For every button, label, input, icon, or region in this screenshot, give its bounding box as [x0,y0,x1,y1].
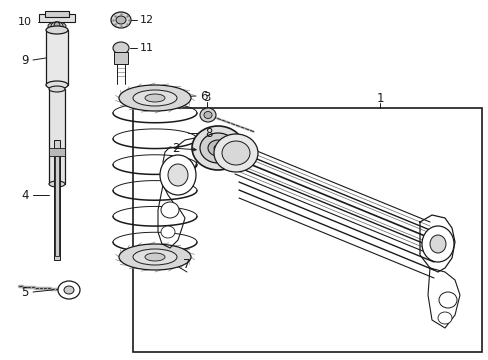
Ellipse shape [49,181,65,187]
Ellipse shape [133,90,177,106]
Ellipse shape [222,141,249,165]
Ellipse shape [51,22,63,30]
Bar [114,52,128,64]
Bar [46,30,68,85]
Ellipse shape [64,286,74,294]
Ellipse shape [161,226,175,238]
Ellipse shape [429,235,445,253]
Ellipse shape [192,126,244,170]
Ellipse shape [145,253,164,261]
Text: 7: 7 [183,258,190,271]
Text: 12: 12 [140,15,154,25]
Ellipse shape [49,86,65,92]
Ellipse shape [116,16,126,24]
Bar [54,140,60,260]
Ellipse shape [113,42,129,54]
Bar [133,108,481,352]
Bar [49,148,65,156]
Ellipse shape [160,155,196,195]
Text: 5: 5 [21,285,29,298]
Ellipse shape [437,312,451,324]
Text: 8: 8 [204,126,212,140]
Ellipse shape [111,12,131,28]
Bar [39,14,75,22]
Polygon shape [163,138,200,192]
Text: 2: 2 [172,141,179,154]
Ellipse shape [207,140,227,156]
Ellipse shape [54,22,60,30]
Text: 3: 3 [203,90,210,104]
Ellipse shape [200,133,236,163]
Text: 11: 11 [140,43,154,53]
Bar [45,11,69,17]
Bar [49,89,65,184]
Ellipse shape [214,145,222,151]
Ellipse shape [203,112,212,118]
Text: 6: 6 [200,90,207,103]
Ellipse shape [46,81,68,89]
Ellipse shape [214,134,258,172]
Ellipse shape [421,226,453,262]
Text: 9: 9 [21,54,29,67]
Ellipse shape [58,281,80,299]
Polygon shape [419,215,454,272]
Ellipse shape [200,108,216,122]
Text: 10: 10 [18,17,32,27]
Ellipse shape [48,22,66,30]
Ellipse shape [145,94,164,102]
Text: 4: 4 [21,189,29,202]
Ellipse shape [438,292,456,308]
Ellipse shape [161,202,179,218]
Ellipse shape [119,244,191,270]
Ellipse shape [133,249,177,265]
Ellipse shape [168,164,187,186]
Polygon shape [158,185,184,248]
Ellipse shape [119,85,191,111]
Polygon shape [427,268,459,328]
Bar [55,156,59,256]
Ellipse shape [46,26,68,34]
Text: 1: 1 [375,91,383,104]
